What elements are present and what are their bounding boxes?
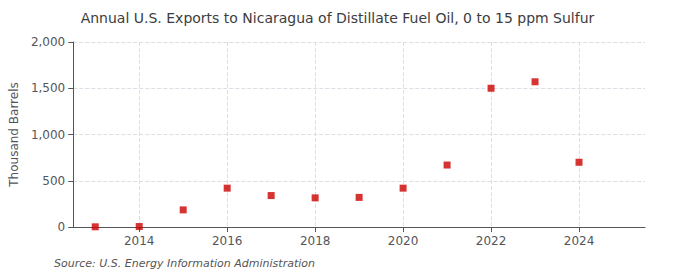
svg-text:Annual U.S. Exports to Nicarag: Annual U.S. Exports to Nicaragua of Dist… [81, 10, 595, 26]
svg-text:2024: 2024 [564, 234, 595, 248]
svg-text:2016: 2016 [212, 234, 243, 248]
svg-text:0: 0 [58, 220, 66, 234]
svg-text:Source: U.S. Energy Informatio: Source: U.S. Energy Information Administ… [54, 257, 315, 270]
svg-text:2014: 2014 [124, 234, 155, 248]
svg-text:1,000: 1,000 [31, 128, 65, 142]
svg-text:1,500: 1,500 [31, 81, 65, 95]
svg-text:2018: 2018 [300, 234, 331, 248]
svg-text:2020: 2020 [388, 234, 419, 248]
svg-text:2,000: 2,000 [31, 35, 65, 49]
svg-text:Thousand Barrels: Thousand Barrels [7, 82, 21, 187]
svg-text:2022: 2022 [476, 234, 507, 248]
svg-text:500: 500 [42, 174, 65, 188]
